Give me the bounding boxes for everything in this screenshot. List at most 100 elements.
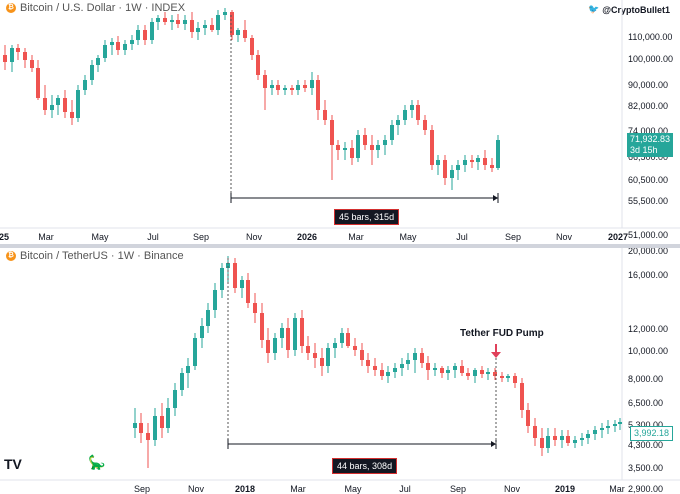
price-axis-label: 4,300.00 <box>628 440 663 450</box>
candle-body <box>273 338 277 353</box>
candle-body <box>56 98 60 105</box>
time-axis-label: Sep <box>450 484 466 494</box>
price-axis-label: 8,000.00 <box>628 374 663 384</box>
candle-body <box>210 25 214 30</box>
candle-body <box>70 112 74 118</box>
candle-body <box>483 158 487 165</box>
candle-body <box>460 366 464 373</box>
candle-body <box>296 85 300 90</box>
candle-body <box>470 160 474 162</box>
candle-body <box>36 68 40 98</box>
candle-body <box>96 58 100 65</box>
candle-body <box>413 353 417 360</box>
candle-body <box>203 25 207 28</box>
bitcoin-icon: ₿ <box>6 251 16 261</box>
candle-body <box>496 140 500 168</box>
time-axis-label: 2018 <box>235 484 255 494</box>
candle-body <box>606 426 610 428</box>
candle-body <box>433 368 437 370</box>
time-axis-label: May <box>344 484 362 494</box>
tradingview-logo[interactable]: TV <box>4 456 22 472</box>
price-axis-label: 5,300.00 <box>628 420 663 430</box>
price-axis-label: 3,500.00 <box>628 463 663 473</box>
top-chart-title-text: Bitcoin / U.S. Dollar · 1W · INDEX <box>20 2 186 14</box>
time-axis-label: Nov <box>246 232 263 242</box>
candle-body <box>410 105 414 110</box>
candle-body <box>76 90 80 118</box>
bottom-chart-canvas[interactable]: 20,000.00 16,000.00 12,000.00 10,000.00 8,00… <box>0 248 680 494</box>
candle-body <box>306 346 310 353</box>
candle-body <box>180 373 184 390</box>
candle-body <box>183 20 187 24</box>
time-axis-label: Sep <box>134 484 150 494</box>
candle-body <box>350 148 354 158</box>
candle-body <box>506 376 510 378</box>
price-axis-label: 6,500.00 <box>628 398 663 408</box>
price-axis-label: 10,000.00 <box>628 346 668 356</box>
candle-body <box>30 60 34 68</box>
candle-body <box>3 55 7 62</box>
time-axis-label: Nov <box>556 232 573 242</box>
panel-divider[interactable] <box>0 244 680 248</box>
candle-body <box>226 263 230 268</box>
time-axis-label: 2026 <box>297 232 317 242</box>
bottom-range-bars: 44 bars <box>337 461 368 471</box>
price-axis-label: 12,000.00 <box>628 324 668 334</box>
candle-body <box>186 366 190 373</box>
candle-body <box>323 110 327 120</box>
candle-body <box>520 383 524 410</box>
candle-body <box>396 120 400 125</box>
candle-body <box>356 135 360 158</box>
candle-body <box>573 440 577 443</box>
price-axis-label: 66,500.00 <box>628 152 668 162</box>
bottom-chart-panel[interactable]: ₿ Bitcoin / TetherUS · 1W · Binance 20,0… <box>0 248 680 494</box>
candle-body <box>300 318 304 346</box>
candle-body <box>456 165 460 170</box>
price-axis-label: 55,500.00 <box>628 196 668 206</box>
candle-body <box>176 20 180 24</box>
price-axis-label: 16,000.00 <box>628 270 668 280</box>
candle-body <box>353 346 357 350</box>
candle-body <box>136 30 140 40</box>
time-axis-label: Jul <box>456 232 468 242</box>
time-axis-label: Jul <box>147 232 159 242</box>
top-chart-panel[interactable]: ₿ Bitcoin / U.S. Dollar · 1W · INDEX 🐦 @… <box>0 0 680 244</box>
candle-body <box>360 350 364 360</box>
candle-body <box>480 370 484 374</box>
candle-body <box>446 370 450 373</box>
time-axis-label: Mar <box>290 484 306 494</box>
candle-body <box>490 165 494 168</box>
dinosaur-icon: 🦕 <box>88 454 106 470</box>
candle-body <box>130 40 134 44</box>
candle-body <box>420 353 424 363</box>
annotation-arrow-head <box>491 352 501 358</box>
bitcoin-icon: ₿ <box>6 3 16 13</box>
candle-body <box>83 80 87 90</box>
candle-body <box>316 80 320 110</box>
candle-body <box>376 145 380 150</box>
candle-body <box>170 20 174 22</box>
candle-body <box>533 426 537 438</box>
candle-body <box>373 366 377 370</box>
time-axis-label: May <box>91 232 109 242</box>
twitter-handle: 🐦 @CryptoBullet1 <box>588 4 670 15</box>
time-axis-label: Sep <box>193 232 209 242</box>
top-chart-canvas[interactable]: 110,000.00 100,000.00 90,000.00 82,000.00 74… <box>0 0 680 244</box>
candle-body <box>263 75 267 88</box>
candle-body <box>313 353 317 358</box>
candle-body <box>156 18 160 22</box>
range-arrow-head <box>491 441 496 447</box>
candle-body <box>473 370 477 376</box>
top-range-label: 45 bars, 315d <box>334 209 400 225</box>
price-axis-label: 2,900.00 <box>628 484 663 494</box>
candle-body <box>546 436 550 448</box>
candle-body <box>466 373 470 376</box>
candle-body <box>123 44 127 50</box>
time-axis-label: Mar <box>609 484 625 494</box>
price-axis-label: 74,000.00 <box>628 126 668 136</box>
candle-body <box>250 38 254 55</box>
candle-body <box>236 30 240 35</box>
candle-body <box>370 145 374 150</box>
candle-body <box>216 15 220 30</box>
candle-body <box>270 85 274 88</box>
